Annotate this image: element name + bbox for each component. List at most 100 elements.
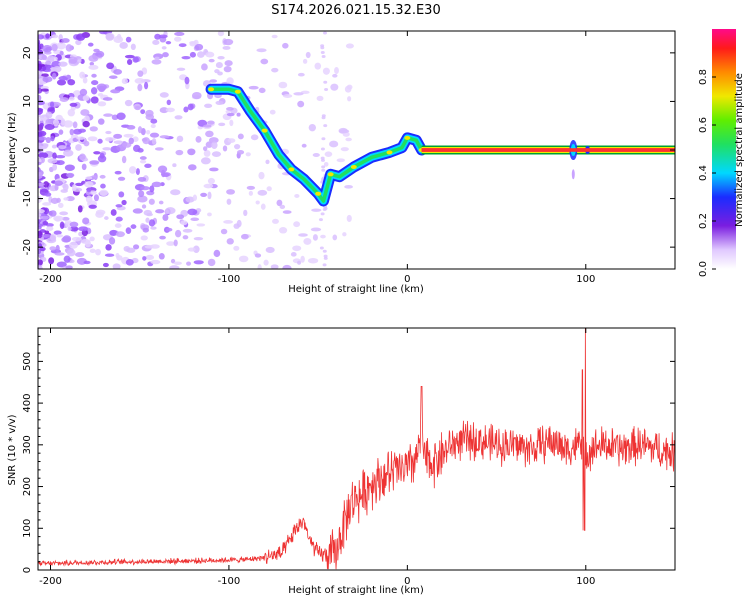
spectrogram-noise-blob (53, 230, 62, 235)
spectrogram-noise-blob (205, 51, 215, 58)
spectrogram-noise-blob (43, 207, 50, 215)
snr-y-axis-title: SNR (10 * v/v) (7, 414, 18, 485)
spectrogram-noise-blob (149, 132, 160, 138)
spectrogram-noise-blob (307, 257, 319, 264)
spectrogram-noise-blob (121, 199, 127, 206)
spectrogram-noise-blob (204, 103, 213, 108)
spectrogram-noise-blob (207, 177, 215, 185)
spectrogram-noise-blob (38, 171, 43, 180)
spectrogram-noise-blob (61, 216, 70, 221)
spectrogram-noise-blob (90, 96, 99, 104)
spectrogram-noise-blob (160, 172, 171, 177)
spectrogram-noise-blob (187, 208, 198, 216)
spectrogram-noise-blob (297, 260, 302, 265)
spectrogram-noise-blob (140, 109, 146, 115)
spectrogram-noise-blob (41, 73, 49, 77)
spectrogram-noise-blob (54, 216, 61, 222)
spectrogram-noise-blob (63, 149, 74, 157)
spectrogram-noise-blob (187, 103, 194, 111)
spectrogram-noise-blob (84, 181, 94, 188)
spectrogram-noise-blob (105, 130, 112, 135)
spectrogram-noise-blob (205, 130, 214, 138)
snr-y-tick-label: 200 (22, 477, 33, 496)
spectrogram-noise-blob (58, 145, 67, 150)
spectrogram-noise-blob (88, 190, 97, 195)
spectrogram-noise-blob (165, 107, 175, 113)
spectrogram-noise-blob (108, 237, 116, 245)
spectrogram-noise-blob (125, 227, 132, 235)
spectrogram-carrier (421, 140, 675, 180)
spectrogram-noise-blob (256, 48, 267, 53)
spectrogram-noise-blob (110, 89, 121, 94)
snr-y-ticks: 0 100 200 300 400 500 (22, 327, 675, 573)
spectrogram-noise-blob (180, 220, 188, 226)
spectrogram-noise-blob (47, 55, 55, 63)
spectrogram-noise-blob (182, 228, 193, 233)
chart-title: S174.2026.021.15.32.E30 (271, 3, 440, 18)
spectrogram-noise-blob (159, 107, 169, 114)
spectrogram-noise-blob (62, 266, 67, 269)
spectrogram-noise-blob (346, 214, 352, 223)
spectrogram-noise-blob (75, 182, 84, 187)
spectrogram-noise-blob (155, 209, 165, 214)
spectrogram-noise-blob (102, 262, 109, 268)
colorbar-tick-label: 0.8 (698, 69, 709, 85)
spectrogram-noise-blob (62, 235, 72, 243)
spectrogram-noise-blob (80, 109, 90, 116)
spectrogram-noise-blob (82, 217, 90, 225)
spectrogram-noise-blob (321, 168, 326, 172)
spectrogram-noise-blob (58, 61, 68, 67)
spectrogram-noise-blob (132, 208, 143, 214)
spectrogram-noise-blob (215, 100, 224, 105)
spectrogram-noise-blob (132, 56, 139, 63)
spectrogram-noise-blob (46, 226, 54, 231)
spectrogram-noise-blob (282, 210, 292, 214)
spectrogram-noise-blob (278, 81, 288, 89)
spectrogram-noise-blob (172, 163, 177, 168)
spectrogram-noise-blob (258, 87, 266, 94)
spectrogram-noise-blob (269, 109, 276, 115)
spectrogram-noise-blob (292, 245, 302, 252)
spectrogram-noise-blob (89, 248, 96, 254)
spectrogram-noise-blob (69, 221, 79, 228)
spectrogram-noise-blob (56, 234, 64, 238)
spectrogram-noise-blob (102, 97, 113, 101)
spectrogram-noise-blob (72, 121, 78, 129)
spectrogram-noise-blob (88, 204, 97, 209)
spectrogram-noise-blob (203, 124, 212, 128)
spectrogram-noise-blob (128, 137, 135, 145)
spectrogram-noise-blob (123, 133, 134, 138)
spectrogram-noise-blob (121, 78, 128, 85)
spectrogram-noise-blob (226, 77, 234, 85)
colorbar: 0.0 0.2 0.4 0.6 0.8 Normalized spectral ampl… (698, 29, 745, 277)
spectrogram-noise-blob (141, 204, 147, 209)
spectrogram-noise-blob (323, 161, 329, 167)
spectrogram-noise-blob (96, 83, 107, 91)
spectrogram-noise-blob (176, 67, 186, 71)
spectrogram-noise-blob (146, 212, 153, 217)
spectrogram-noise-blob (62, 183, 69, 191)
spectrogram-noise-blob (301, 143, 307, 148)
spectrogram-noise-blob (40, 85, 49, 90)
spectrogram-noise-blob (226, 107, 234, 111)
spectrogram-noise-blob (79, 153, 86, 160)
spectrogram-noise-blob (319, 246, 324, 250)
spectrogram-noise-blob (79, 71, 86, 79)
spectrogram-ridge-peak (350, 165, 357, 169)
spectrogram-noise-blob (174, 36, 182, 42)
spectrogram-noise-blob (83, 140, 90, 147)
snr-x-tick-label: -100 (218, 576, 241, 587)
spectrogram-noise-blob (174, 31, 185, 36)
spectrogram-noise-blob (130, 43, 136, 51)
spectrogram-noise-blob (187, 164, 197, 171)
spectrogram-burst (571, 169, 575, 180)
spectrogram-noise-blob (84, 240, 92, 248)
spectrogram-noise-blob (159, 235, 166, 240)
spectrogram-noise-blob (339, 129, 350, 134)
spectrogram-noise-blob (115, 231, 125, 238)
spectrogram-noise-blob (158, 34, 168, 39)
spectrogram-noise-blob (223, 220, 234, 224)
spectrogram-noise-blob (336, 158, 345, 163)
spectrogram-noise-blob (124, 54, 135, 59)
spectrogram-noise-blob (345, 137, 352, 142)
